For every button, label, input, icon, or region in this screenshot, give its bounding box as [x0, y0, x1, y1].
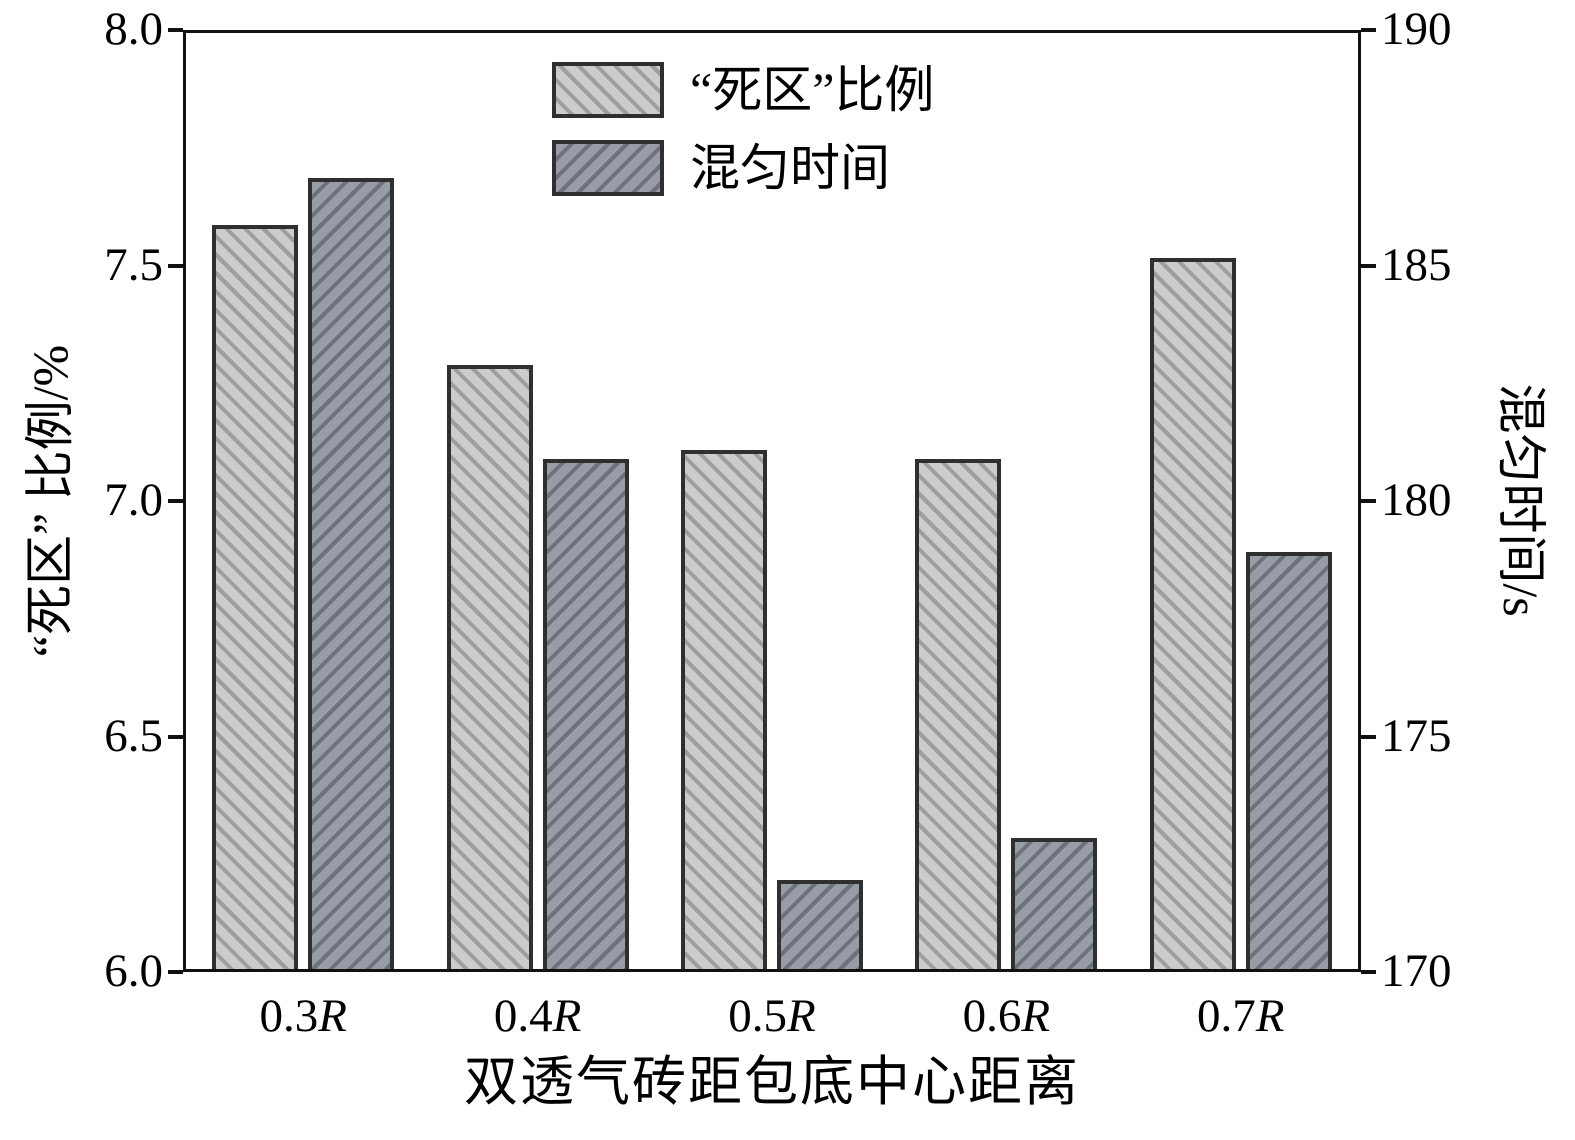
right-axis-tick-label: 175 [1381, 709, 1452, 762]
right-axis-tick-mark [1361, 970, 1376, 974]
legend-item-mixing-time: 混匀时间 [552, 140, 934, 196]
right-axis-tick-label: 170 [1381, 945, 1452, 997]
dead-zone-bar-0.4R [447, 365, 533, 969]
x-axis-tick-label: 0.6R [962, 990, 1051, 1042]
left-axis-tick-mark [168, 970, 183, 974]
legend-label-mixing-time: 混匀时间 [690, 140, 890, 196]
left-axis-tick-mark [168, 734, 183, 739]
left-y-axis-label: “死区” 比例/% [22, 344, 78, 658]
plot-area [183, 30, 1361, 972]
legend: “死区”比例 混匀时间 [552, 62, 934, 218]
right-axis-tick-mark [1361, 263, 1376, 268]
right-axis-tick-label: 190 [1381, 3, 1452, 55]
x-axis-tick-label: 0.5R [728, 990, 816, 1042]
left-axis-tick-label: 6.5 [104, 709, 163, 762]
dead-zone-bar-0.6R [915, 459, 1001, 969]
right-axis-tick-mark [1361, 499, 1376, 503]
left-axis-tick-mark [168, 263, 183, 268]
left-axis-tick-label: 6.0 [104, 945, 163, 997]
x-axis-tick-label: 0.7R [1197, 990, 1285, 1042]
right-axis-tick-mark [1361, 734, 1376, 739]
x-axis-tick-label: 0.4R [493, 990, 582, 1042]
mixing-time-bar-0.6R [1011, 838, 1097, 969]
dead-zone-bar-0.3R [212, 225, 298, 969]
x-axis-tick-label: 0.3R [259, 990, 347, 1042]
left-axis-tick-label: 7.0 [104, 474, 163, 526]
mixing-time-bar-0.4R [543, 459, 629, 969]
right-axis-tick-label: 180 [1381, 474, 1452, 526]
dead-zone-bar-0.5R [681, 450, 767, 969]
mixing-time-bar-0.7R [1246, 552, 1332, 969]
legend-label-dead-zone: “死区”比例 [690, 62, 935, 118]
left-axis-tick-label: 8.0 [104, 3, 163, 55]
legend-swatch-dead-zone-icon [552, 62, 664, 118]
x-axis-label: 双透气砖距包底中心距离 [464, 1052, 1080, 1112]
right-axis-tick-label: 185 [1381, 238, 1452, 291]
right-axis-tick-mark [1361, 28, 1376, 32]
legend-item-dead-zone: “死区”比例 [552, 62, 934, 118]
legend-swatch-mixing-time-icon [552, 140, 664, 196]
mixing-time-bar-0.5R [777, 880, 863, 969]
left-axis-tick-mark [168, 499, 183, 503]
left-axis-tick-label: 7.5 [104, 238, 163, 291]
mixing-time-bar-0.3R [308, 178, 394, 969]
left-axis-tick-mark [168, 28, 183, 32]
right-y-axis-label: 混匀时间/s [1493, 383, 1549, 617]
dead-zone-bar-0.7R [1150, 258, 1236, 969]
